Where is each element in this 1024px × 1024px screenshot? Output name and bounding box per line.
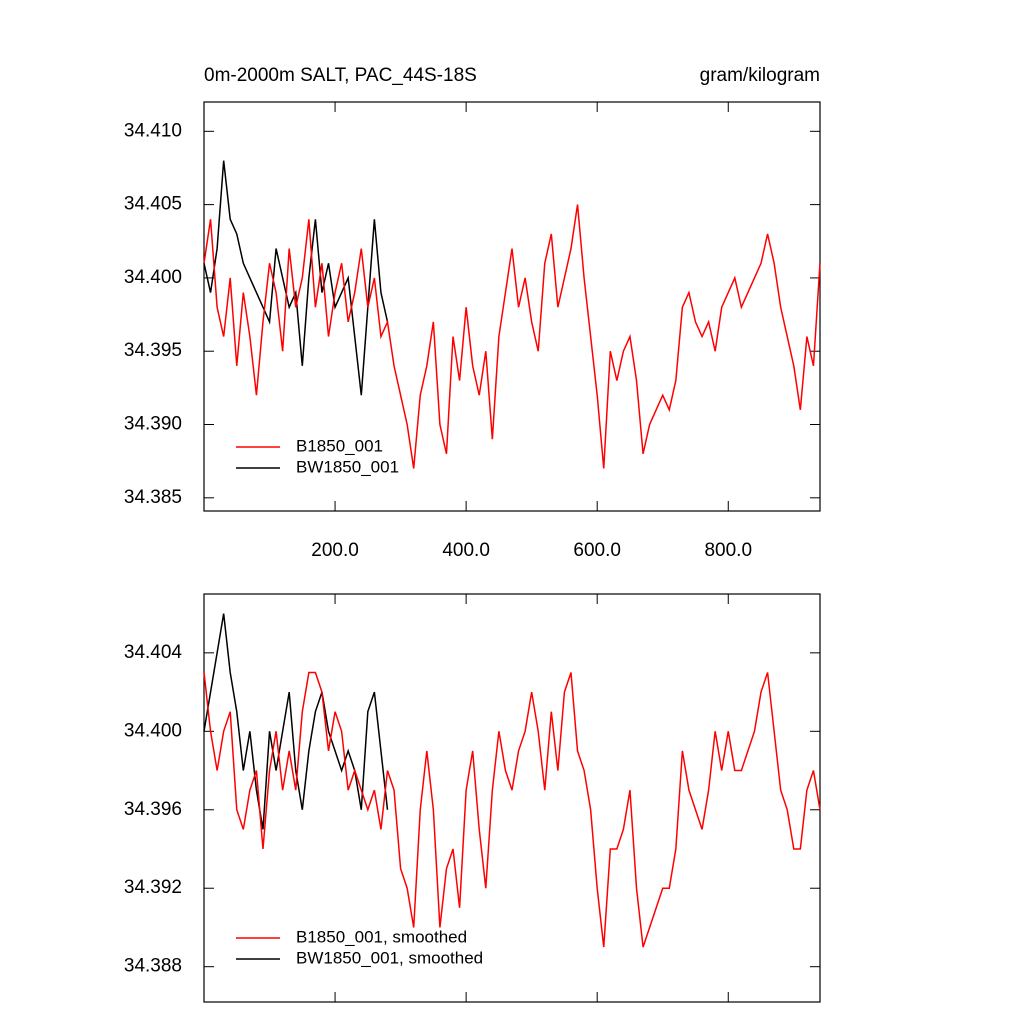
x-tick-label: 200.0 <box>311 540 359 561</box>
y-tick-label: 34.385 <box>124 487 182 508</box>
legend-label: BW1850_001, smoothed <box>296 948 483 967</box>
data-line <box>203 671 821 948</box>
units-label: gram/kilogram <box>700 65 820 86</box>
data-line <box>203 613 389 830</box>
y-tick-label: 34.410 <box>124 120 182 141</box>
plot-frame <box>203 101 821 512</box>
x-tick-label: 800.0 <box>704 540 752 561</box>
y-tick-label: 34.400 <box>124 267 182 288</box>
y-tick-label: 34.396 <box>124 799 182 820</box>
legend-label: BW1850_001 <box>296 457 399 476</box>
plot-frame <box>203 593 821 1003</box>
y-tick-label: 34.388 <box>124 956 182 977</box>
y-tick-label: 34.400 <box>124 720 182 741</box>
legend-label: B1850_001, smoothed <box>296 927 467 946</box>
y-tick-label: 34.392 <box>124 877 182 898</box>
legend-label: B1850_001 <box>296 436 383 455</box>
y-tick-label: 34.405 <box>124 194 182 215</box>
data-line <box>203 204 821 469</box>
x-tick-label: 600.0 <box>573 540 621 561</box>
x-tick-label: 400.0 <box>442 540 490 561</box>
data-line <box>203 160 389 396</box>
y-tick-label: 34.390 <box>124 414 182 435</box>
y-tick-label: 34.404 <box>124 642 183 663</box>
y-tick-label: 34.395 <box>124 340 182 361</box>
chart-title: 0m-2000m SALT, PAC_44S-18S <box>204 65 477 86</box>
